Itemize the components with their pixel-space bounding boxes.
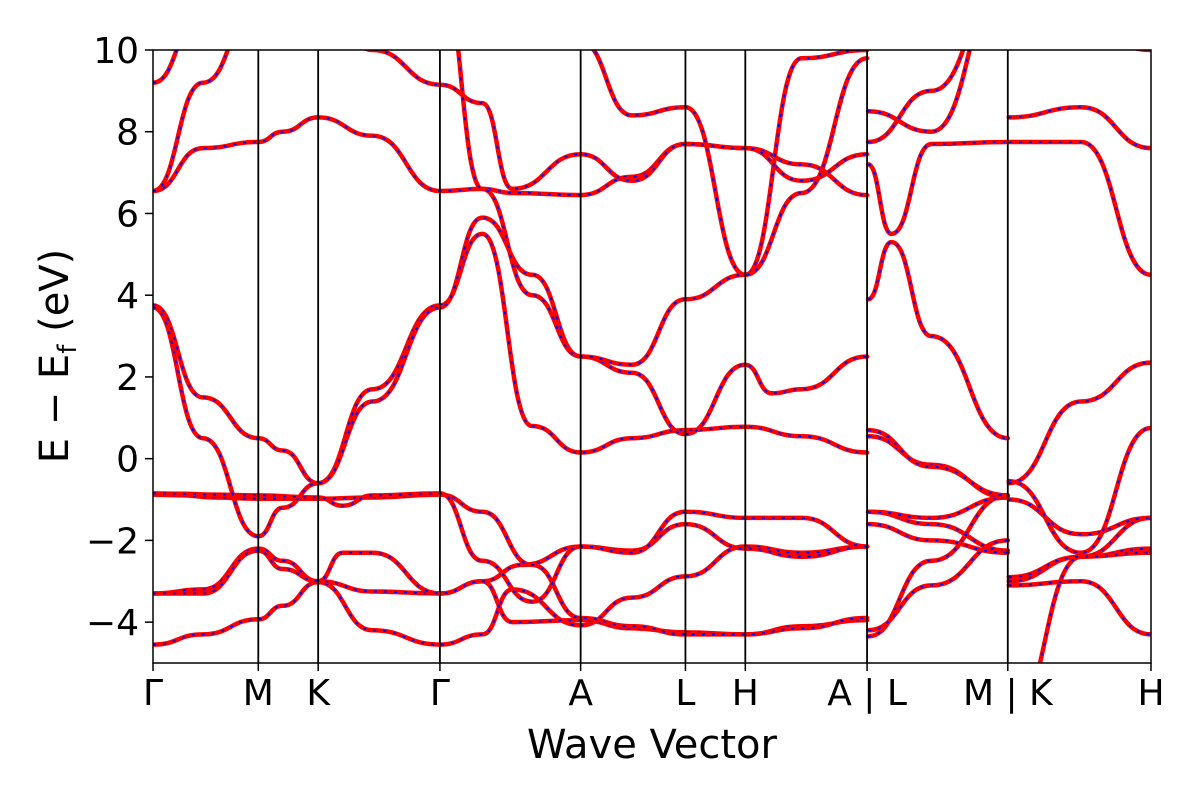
y-tick-label-3: 0 — [116, 440, 139, 481]
band-line-4 — [153, 492, 1151, 637]
y-axis-label-main: E − E — [32, 354, 78, 464]
band-overlay-9 — [153, 50, 1151, 235]
band-overlay-5 — [153, 492, 1151, 603]
y-tick-label-4: 2 — [116, 358, 139, 399]
band-line-5 — [153, 491, 1151, 604]
bands-layer — [153, 50, 1151, 663]
x-tick-label-2: M — [243, 673, 274, 714]
band-overlay-10 — [153, 50, 1151, 276]
band-overlay-1 — [153, 494, 1151, 663]
x-axis-label: Wave Vector — [527, 722, 778, 768]
x-tick-label-3: K — [306, 673, 331, 714]
y-axis-ticks: −4 −2 0 2 4 6 8 10 — [86, 31, 153, 644]
y-tick-label-1: −4 — [86, 603, 139, 644]
y-tick-label-8: 10 — [93, 31, 139, 72]
y-axis-label-unit: (eV) — [32, 249, 78, 345]
x-tick-label-9: M | K — [963, 673, 1054, 714]
y-axis-label-sub: f — [53, 344, 83, 354]
y-tick-label-2: −2 — [86, 521, 139, 562]
x-tick-label-5: A — [568, 673, 593, 714]
x-tick-label-8: A | L — [827, 673, 907, 714]
y-tick-label-7: 8 — [116, 113, 139, 154]
y-tick-label-6: 6 — [116, 194, 139, 235]
band-overlay-11 — [457, 50, 965, 366]
band-line-7 — [153, 215, 1151, 539]
band-overlay-7 — [153, 216, 1151, 538]
x-tick-label-7: H — [732, 673, 759, 714]
high-symmetry-lines — [257, 50, 1009, 663]
y-axis-label: E − Ef (eV) — [32, 249, 83, 464]
x-tick-label-1: Γ — [143, 673, 163, 714]
x-tick-label-4: Γ — [430, 673, 450, 714]
plot-frame — [152, 49, 1152, 664]
y-tick-label-5: 4 — [116, 276, 139, 317]
band-line-9 — [153, 50, 1151, 237]
x-tick-label-10: H — [1137, 673, 1164, 714]
band-overlay-8 — [153, 116, 1151, 440]
band-line-10 — [153, 50, 1151, 278]
band-overlay-4 — [153, 493, 1151, 636]
x-tick-label-6: L — [675, 673, 695, 714]
